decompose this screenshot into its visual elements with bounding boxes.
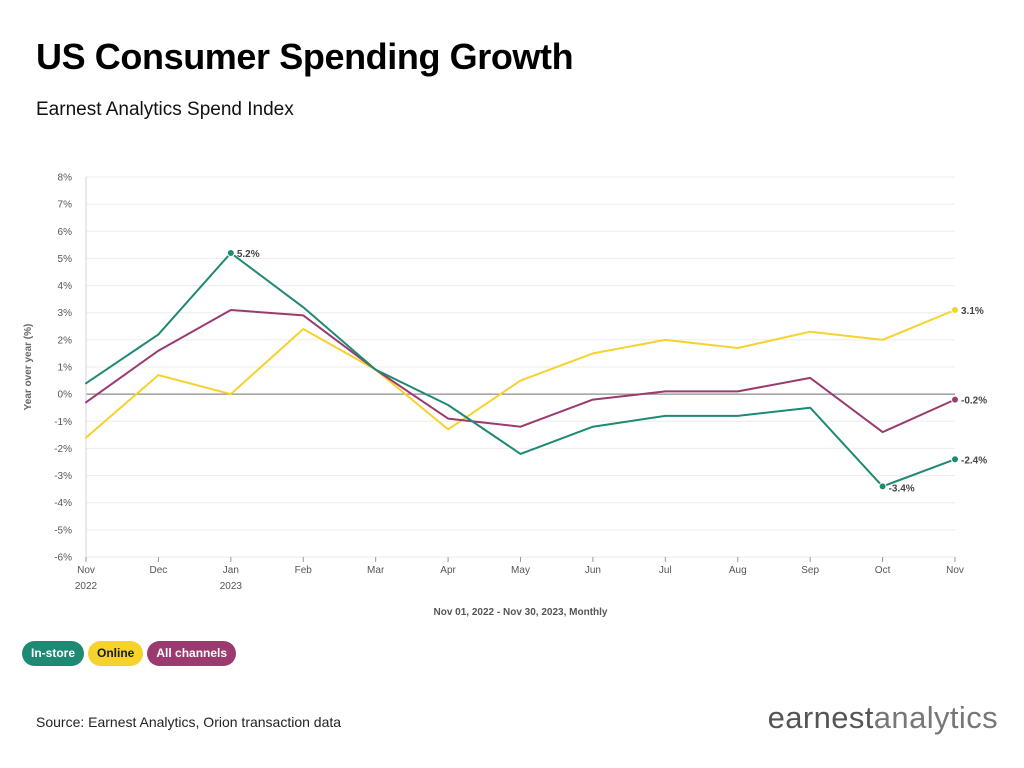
data-label: 5.2%: [237, 249, 260, 260]
legend-online[interactable]: Online: [88, 641, 144, 666]
x-tick-label: May: [511, 565, 530, 576]
chart-subtitle: Earnest Analytics Spend Index: [36, 99, 294, 120]
y-tick-label: 3%: [58, 308, 73, 319]
data-label: -0.2%: [961, 396, 987, 407]
y-tick-label: 7%: [58, 200, 73, 211]
x-tick-label: Oct: [875, 565, 891, 576]
y-tick-label: -1%: [54, 417, 72, 428]
series-line-in-store: [85, 252, 956, 488]
y-axis-title: Year over year (%): [23, 324, 34, 411]
logo-word-earnest: earnest: [767, 700, 874, 735]
y-tick-label: 6%: [58, 227, 73, 238]
x-tick-label: Feb: [295, 565, 313, 576]
y-tick-label: -4%: [54, 498, 72, 509]
x-axis-title: Nov 01, 2022 - Nov 30, 2023, Monthly: [434, 607, 608, 618]
series-line-online: [85, 309, 956, 439]
chart-title: US Consumer Spending Growth: [36, 36, 574, 77]
legend-all-channels[interactable]: All channels: [147, 641, 237, 666]
x-tick-label: Apr: [440, 565, 456, 576]
y-tick-label: -3%: [54, 471, 72, 482]
x-tick-label: Aug: [729, 565, 747, 576]
series-line-all-channels: [85, 309, 956, 434]
x-tick-label: Jun: [585, 565, 601, 576]
y-tick-label: 4%: [58, 281, 73, 292]
data-label: -2.4%: [961, 455, 987, 466]
y-tick-label: 2%: [58, 335, 73, 346]
logo-word-analytics: analytics: [873, 700, 998, 735]
y-tick-label: 8%: [58, 173, 73, 184]
x-tick-label: Nov: [946, 565, 964, 576]
data-label: 3.1%: [961, 306, 984, 317]
y-tick-label: -5%: [54, 525, 72, 536]
earnest-analytics-logo: earnestanalytics: [768, 700, 998, 736]
line-chart: 8% 7% 6% 5% 4% 3% 2% 1% 0% -1% -2% -3% -4% -5% -6% Nov 2…: [23, 173, 987, 619]
data-point-marker: [878, 482, 887, 491]
data-point-marker: [951, 455, 959, 464]
x-tick-label: Sep: [801, 565, 819, 576]
legend: In-store Online All channels: [22, 641, 237, 666]
x-tick-label: Nov: [77, 565, 95, 576]
data-point-marker: [951, 395, 959, 404]
x-tick-label: Jul: [659, 565, 672, 576]
x-tick-sublabel: 2022: [75, 581, 98, 592]
x-tick-label: Jan: [223, 565, 239, 576]
x-tick-label: Dec: [150, 565, 168, 576]
y-tick-label: -6%: [54, 553, 72, 564]
data-label: -3.4%: [889, 483, 915, 494]
data-point-marker: [951, 306, 959, 314]
x-tick-sublabel: 2023: [220, 581, 243, 592]
y-tick-label: 1%: [58, 363, 73, 374]
legend-in-store[interactable]: In-store: [22, 641, 85, 666]
data-point-marker: [226, 249, 235, 257]
source-note: Source: Earnest Analytics, Orion transac…: [36, 714, 342, 730]
x-tick-label: Mar: [367, 565, 385, 576]
y-tick-label: -2%: [54, 444, 72, 455]
y-tick-label: 0%: [58, 390, 73, 401]
y-tick-label: 5%: [58, 254, 73, 265]
